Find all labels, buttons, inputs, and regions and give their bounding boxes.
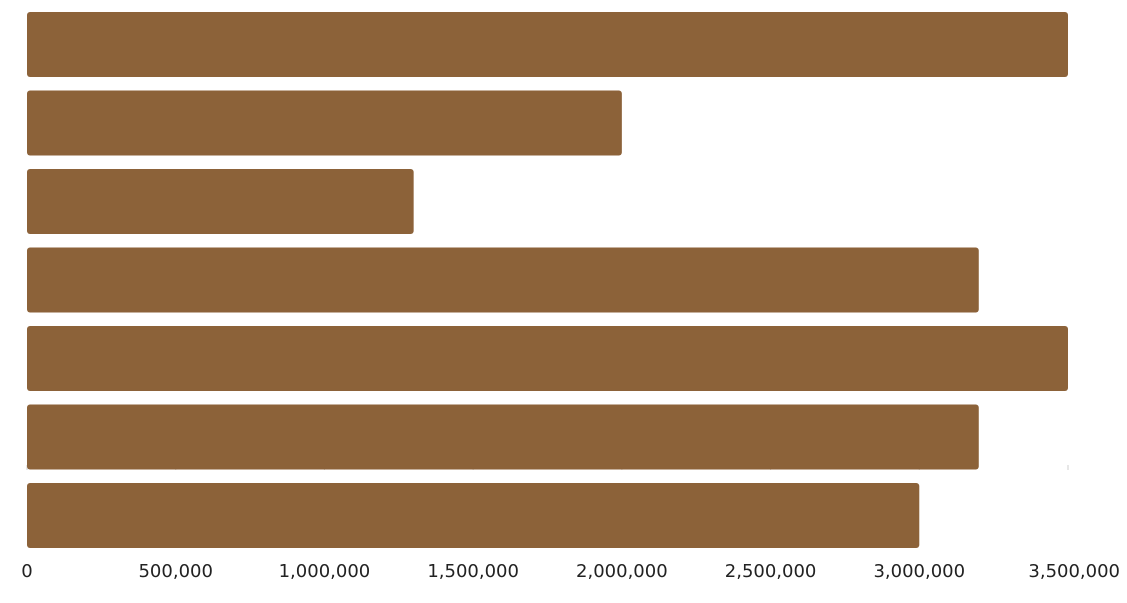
bar (27, 12, 1068, 77)
x-tick-label: 0 (21, 561, 32, 582)
x-tick-label: 3,000,000 (873, 561, 965, 582)
bar (27, 326, 1068, 391)
x-tick-label: 3,500,000 (1028, 561, 1120, 582)
x-tick-label: 1,000,000 (279, 561, 371, 582)
bar (27, 404, 979, 470)
x-tick-label: 500,000 (138, 561, 212, 582)
x-tick-label: 1,500,000 (427, 561, 519, 582)
x-tick-label: 2,000,000 (576, 561, 668, 582)
bar (27, 483, 920, 548)
bar (27, 247, 979, 313)
bar (27, 90, 622, 156)
x-axis-labels: 0 500,000 1,000,000 1,500,000 2,000,000 2,500… (21, 561, 1120, 582)
bar (27, 169, 414, 234)
bars (27, 12, 1068, 548)
x-tick-label: 2,500,000 (725, 561, 817, 582)
